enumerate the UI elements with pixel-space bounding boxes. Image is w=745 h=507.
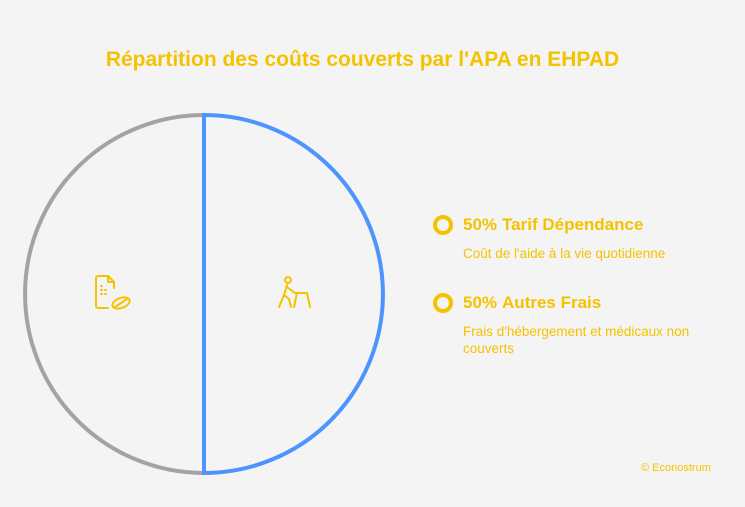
legend-label: Autres Frais [502,293,602,312]
value-label: 50% [463,215,498,234]
legend-header: 50% Autres Frais [433,293,698,313]
legend-description: Coût de l'aide à la vie quotidienne [463,246,666,261]
legend-marker [433,293,453,313]
walker-icon [278,276,311,308]
chart-title: Répartition des coûts couverts par l'APA… [105,48,620,71]
legend-item: 50% Autres Frais Frais d'hébergement et mé… [433,293,698,357]
legend-description: Frais d'hébergement et médicaux non couv… [463,324,690,356]
value-label: 50% [463,293,498,312]
legend-label: Tarif Dépendance [502,215,644,234]
source: © Econostrum [641,462,711,474]
pie-slice [23,112,206,476]
pie-slice [202,112,385,476]
legend-header: 50% Tarif Dépendance [433,215,698,235]
icons [95,275,311,310]
document-icon [95,275,131,310]
legend-marker [433,215,453,235]
legend-item: 50% Tarif Dépendance Coût de l'aide à la v… [433,215,698,262]
